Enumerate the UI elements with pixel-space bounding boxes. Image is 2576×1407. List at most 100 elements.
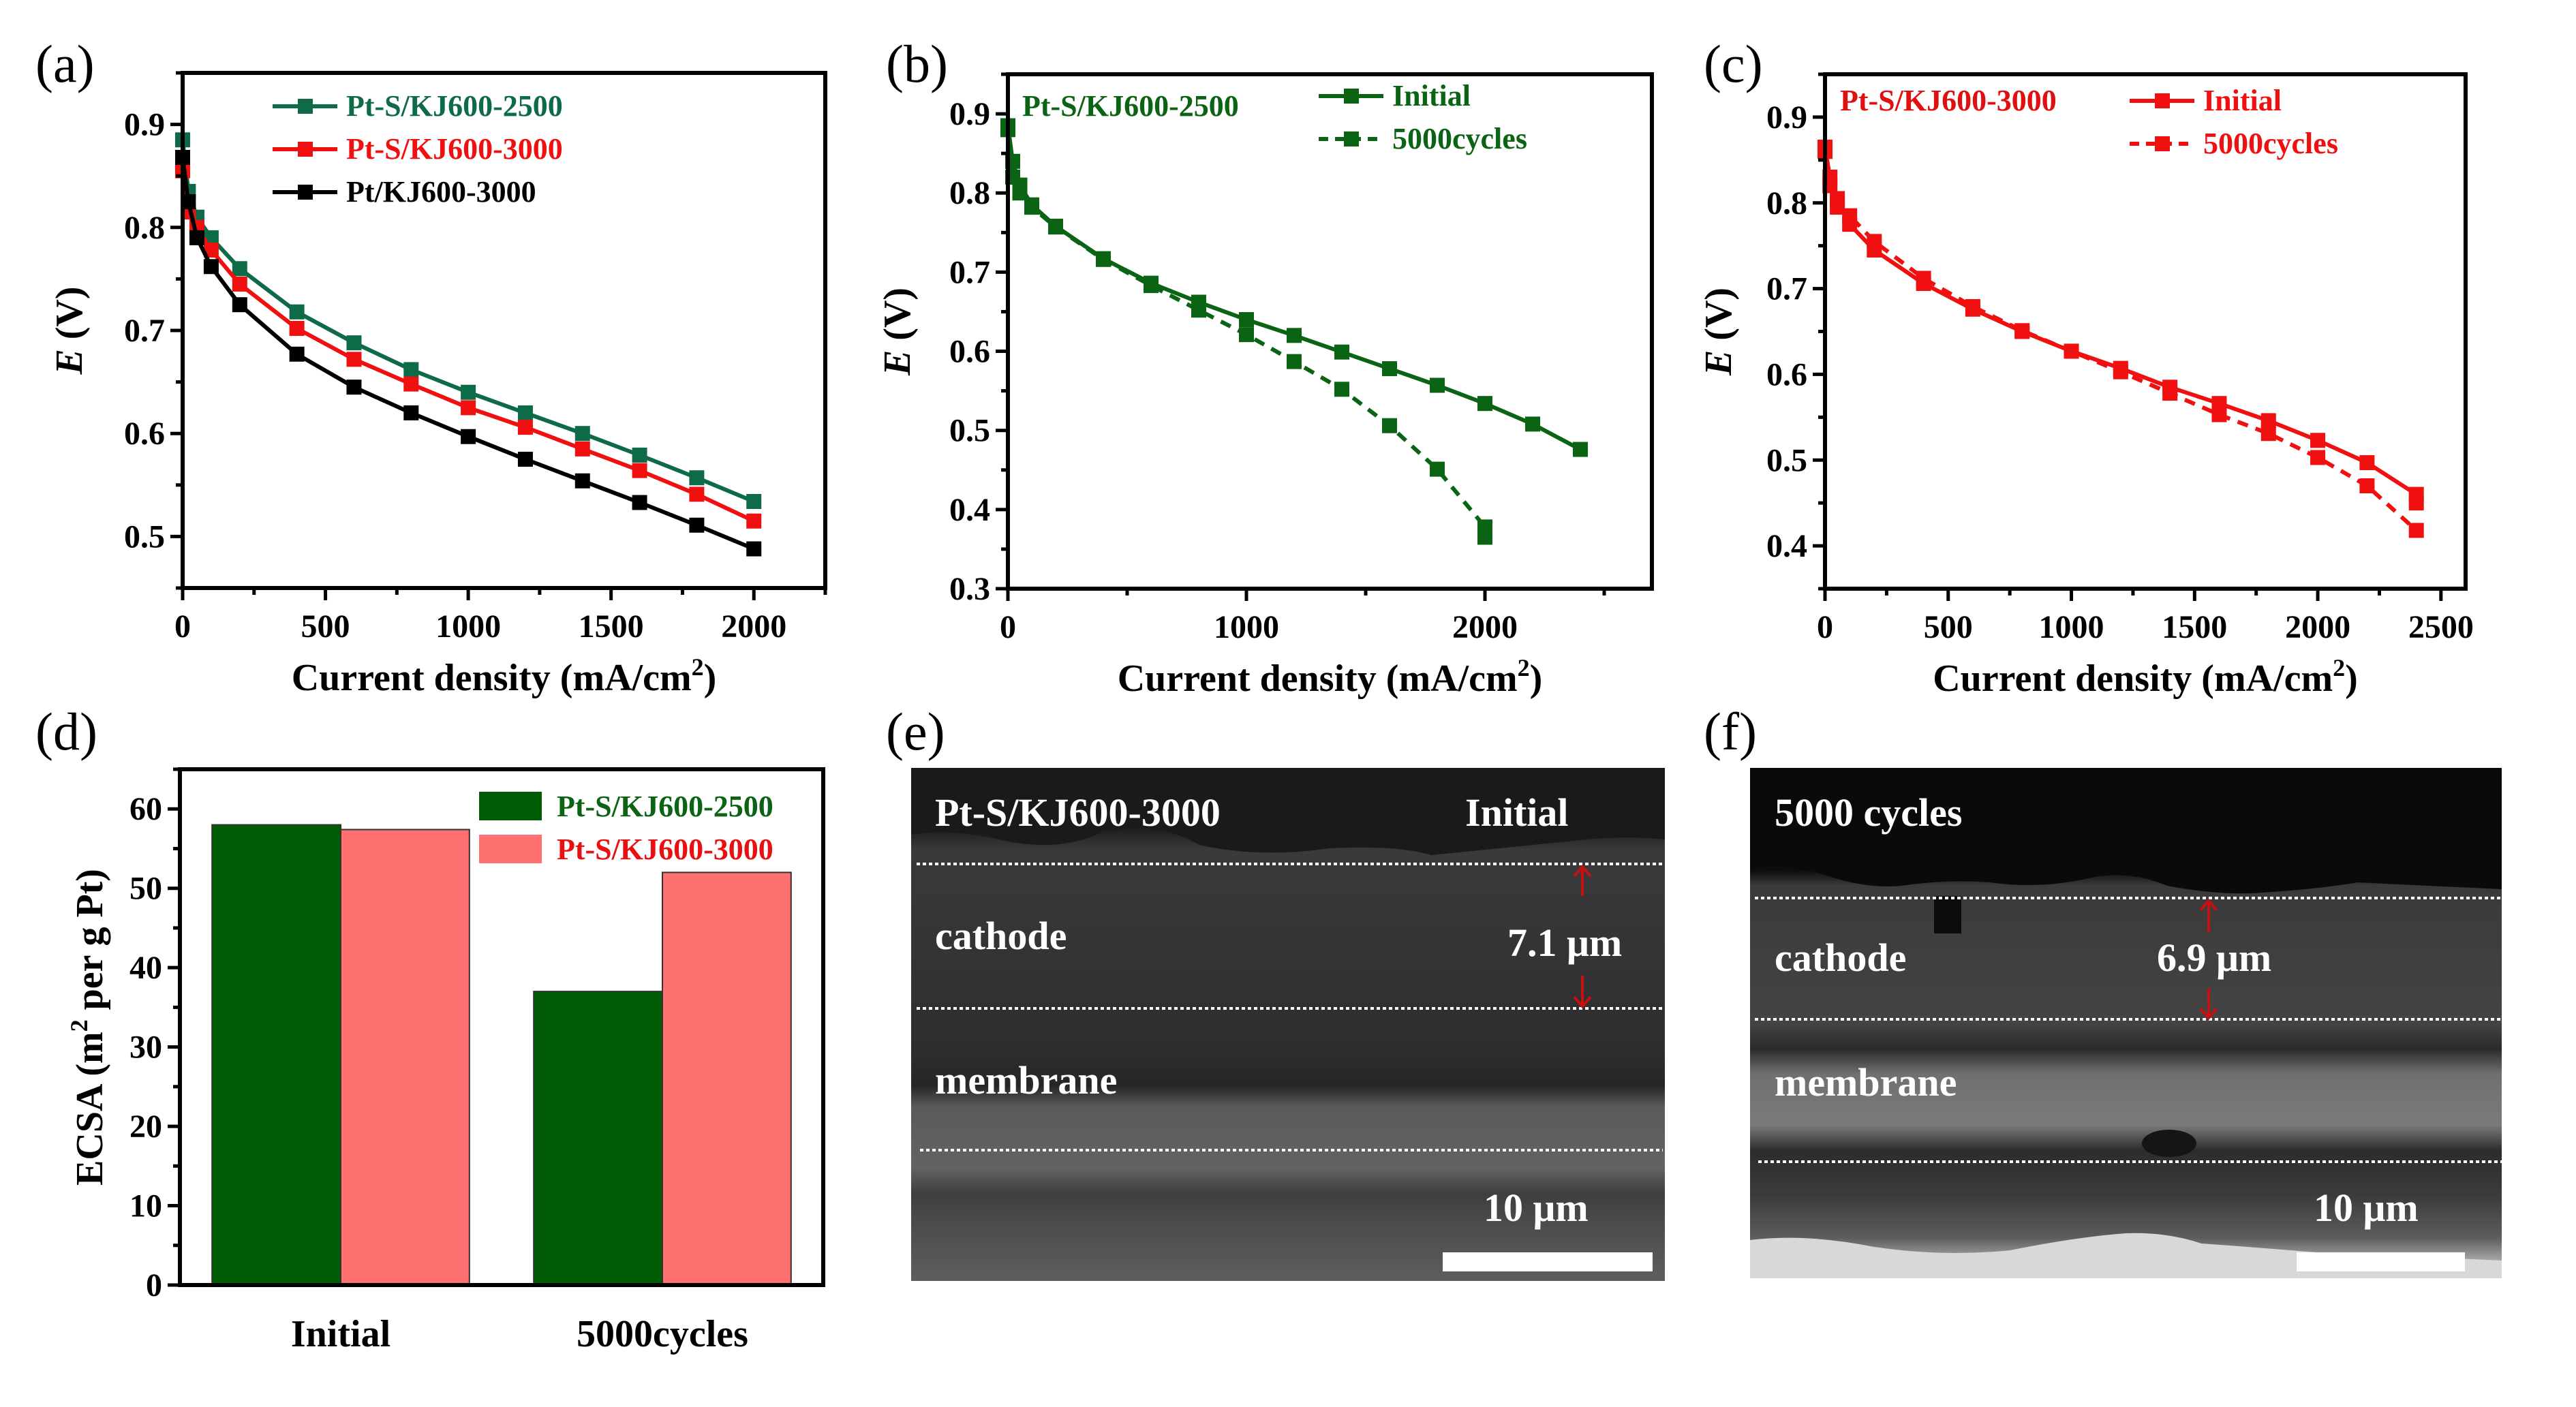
sem-e-membrane-label: membrane: [935, 1058, 1117, 1102]
legend-marker: [298, 99, 313, 114]
chart-b-sample-annotation: Pt-S/KJ600-2500: [1022, 89, 1239, 123]
sem-f-scale-bar: [2297, 1252, 2465, 1271]
legend-label: Initial: [1392, 79, 1471, 112]
x-tick-label: 1000: [1214, 609, 1279, 645]
x-tick-label: 0: [1817, 609, 1833, 645]
y-tick-label: 0.9: [949, 96, 990, 132]
legend-label: Pt-S/KJ600-3000: [557, 833, 773, 866]
legend-marker: [2155, 136, 2170, 151]
data-point-initial: [1525, 416, 1540, 432]
y-tick-label: 0.8: [949, 175, 990, 211]
data-point-pt-s-kj600-3000: [517, 420, 533, 435]
data-point-pt-s-kj600-3000: [403, 376, 419, 392]
plot-frame: [178, 767, 825, 1287]
x-category-label: 5000cycles: [577, 1313, 748, 1355]
data-point-5000cycles: [1867, 234, 1882, 249]
sem-image-e-cathode-surface: [911, 768, 1665, 855]
x-category-label: Initial: [291, 1313, 390, 1355]
plot-frame: [1006, 72, 1654, 591]
sem-e-arrow-up-icon: [1573, 864, 1592, 896]
data-point-initial: [1573, 442, 1588, 457]
bar-pt-s-kj600-2500-initial: [211, 824, 342, 1286]
panel-label-a: (a): [35, 34, 95, 93]
chart-ecsa-bar: Initial 5000cycles 0 10 20 30 40 50 60 ECSA (m2 p…: [65, 767, 825, 1355]
y-tick-label: 20: [129, 1109, 162, 1145]
data-point-initial: [1382, 361, 1397, 377]
chart-polarization-3000: 0 500 1000 1500 2000 2500 0.4 0.5 0.6 0.7 0.8 0.9 Cu…: [1698, 72, 2474, 700]
data-point-5000cycles: [1024, 200, 1039, 215]
legend-label: Pt-S/KJ600-3000: [346, 132, 563, 166]
y-tick-label: 0.5: [949, 413, 990, 449]
y-tick-label: 10: [129, 1188, 162, 1224]
data-point-5000cycles: [2064, 343, 2079, 359]
y-tick-label: 0.7: [949, 254, 990, 290]
panel-label-e: (e): [886, 702, 945, 761]
data-point-pt-s-kj600-2500: [517, 405, 533, 420]
y-axis-title: E (V): [48, 286, 91, 375]
data-point-5000cycles: [2260, 426, 2276, 442]
y-tick-label: 0.9: [124, 107, 165, 143]
data-point-initial: [2260, 413, 2276, 429]
x-tick-label: 0: [174, 608, 191, 645]
data-point-pt-kj600-3000: [574, 473, 590, 489]
x-axis-title: Current density (mA/cm2): [1933, 654, 2358, 700]
x-tick-label: 1500: [579, 608, 644, 645]
y-tick-label: 40: [129, 950, 162, 986]
data-point-5000cycles: [2211, 407, 2227, 422]
series-line-5000cycles: [1823, 151, 2418, 532]
data-point-5000cycles: [1239, 327, 1254, 343]
y-tick-label: 0.6: [949, 334, 990, 370]
y-tick-label: 0.7: [1766, 271, 1807, 307]
y-tick-label: 0.4: [1766, 528, 1807, 564]
data-point-5000cycles: [1830, 200, 1845, 215]
data-point-pt-s-kj600-2500: [746, 493, 762, 509]
data-point-initial: [2408, 495, 2424, 511]
y-tick-label: 0.6: [1766, 356, 1807, 392]
data-point-pt-kj600-3000: [203, 259, 219, 275]
sem-f-arrow-down-icon: [2199, 988, 2218, 1021]
x-tick-label: 2000: [2285, 609, 2350, 645]
legend-marker: [1344, 89, 1359, 104]
x-axis-title: Current density (mA/cm2): [292, 653, 717, 699]
legend-label: Pt/KJ600-3000: [346, 175, 536, 208]
y-tick-label: 0.6: [124, 416, 165, 452]
legend-label: Pt-S/KJ600-2500: [557, 790, 773, 823]
data-point-5000cycles: [1477, 529, 1492, 545]
panel-label-f: (f): [1704, 702, 1757, 761]
legend-marker: [1344, 132, 1359, 146]
x-tick-label: 1000: [2039, 609, 2104, 645]
data-point-pt-kj600-3000: [746, 541, 762, 557]
y-tick-label: 0.5: [1766, 442, 1807, 478]
data-point-pt-kj600-3000: [632, 495, 647, 510]
data-point-initial: [2359, 455, 2375, 471]
y-tick-label: 60: [129, 791, 162, 827]
data-point-pt-s-kj600-3000: [574, 441, 590, 457]
data-point-5000cycles: [1287, 354, 1302, 369]
legend-swatch: [479, 835, 542, 863]
data-point-5000cycles: [1191, 303, 1206, 318]
x-tick-label: 500: [301, 608, 350, 645]
data-point-5000cycles: [1916, 270, 1931, 286]
data-point-5000cycles: [2359, 478, 2375, 493]
data-point-initial: [1334, 344, 1349, 360]
data-point-5000cycles: [1965, 299, 1980, 315]
bar-pt-s-kj600-2500-5000cycles: [533, 991, 664, 1286]
data-point-5000cycles: [2014, 323, 2030, 339]
chart-polarization-comparison: 0 500 1000 1500 2000 0.5 0.6 0.7 0.8 0.9 Current d…: [48, 71, 827, 699]
panel-label-d: (d): [35, 702, 97, 761]
data-point-5000cycles: [2113, 364, 2128, 380]
data-point-initial: [1287, 328, 1302, 343]
data-point-pt-s-kj600-2500: [632, 447, 647, 463]
sem-image-5000cycles: 5000 cycles cathode membrane 6.9 μm 10 μ…: [1750, 768, 2502, 1278]
x-tick-label: 2000: [1452, 609, 1518, 645]
y-tick-label: 0.4: [949, 492, 990, 528]
y-tick-label: 0: [146, 1267, 162, 1303]
chart-c-sample-annotation: Pt-S/KJ600-3000: [1840, 84, 2057, 117]
legend-label: Pt-S/KJ600-2500: [346, 89, 563, 123]
data-point-pt-s-kj600-3000: [346, 352, 362, 367]
data-point-5000cycles: [1096, 251, 1111, 267]
y-tick-label: 50: [129, 871, 162, 907]
x-tick-label: 1000: [435, 608, 501, 645]
series-line-pt-kj600-3000: [181, 157, 755, 551]
x-tick-label: 1500: [2162, 609, 2227, 645]
